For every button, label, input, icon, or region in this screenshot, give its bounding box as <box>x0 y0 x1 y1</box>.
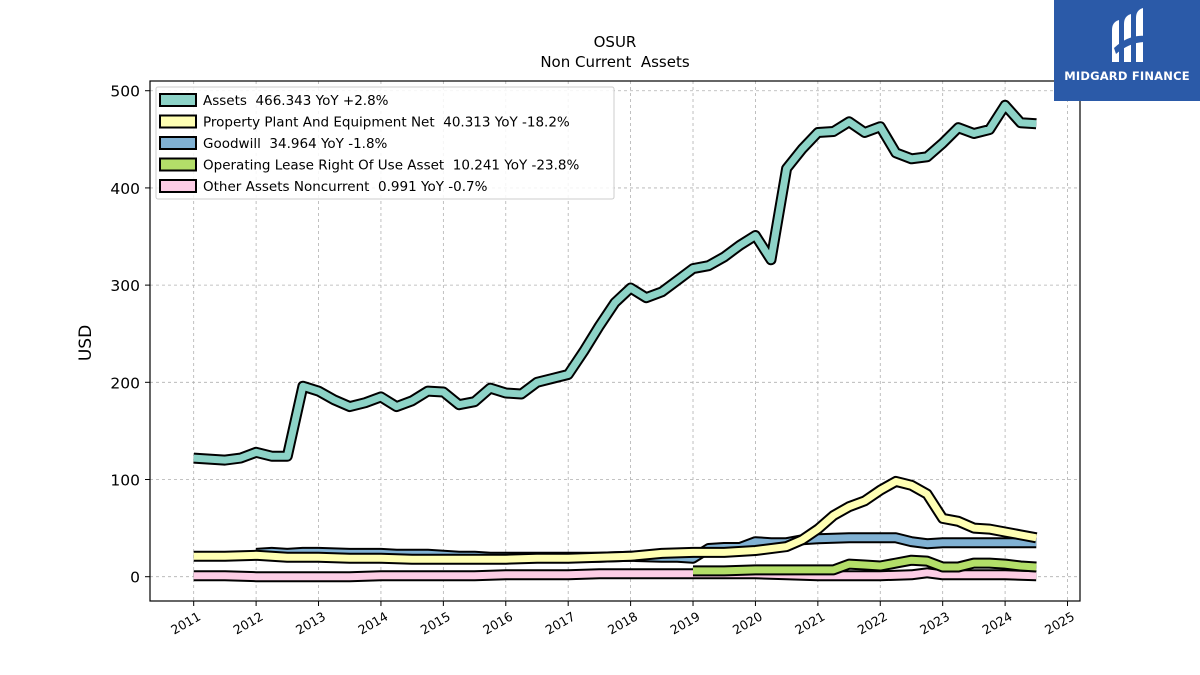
x-tick-label: 2025 <box>1042 609 1077 638</box>
chart-title: OSUR <box>594 33 637 51</box>
x-tick-label: 2014 <box>355 609 390 638</box>
x-tick-label: 2024 <box>980 609 1015 638</box>
x-tick-label: 2018 <box>605 609 640 638</box>
series-line <box>193 569 1037 581</box>
logo-text: MIDGARD FINANCE <box>1064 69 1190 83</box>
x-tick-label: 2022 <box>855 609 890 638</box>
legend-box <box>155 86 615 200</box>
legend-swatch <box>159 136 197 150</box>
x-tick-label: 2013 <box>293 609 328 638</box>
y-tick-label: 200 <box>110 374 140 392</box>
chart-subtitle: Non Current Assets <box>540 53 690 71</box>
series-line <box>693 556 1037 575</box>
x-tick-label: 2017 <box>543 609 578 638</box>
legend-swatch <box>159 114 197 129</box>
legend-swatch <box>159 157 197 172</box>
legend-label: Operating Lease Right Of Use Asset 10.24… <box>203 158 579 174</box>
legend-label: Goodwill 34.964 YoY -1.8% <box>203 136 388 152</box>
x-tick-label: 2023 <box>917 609 952 638</box>
x-tick-label: 2019 <box>667 609 702 638</box>
x-tick-label: 2020 <box>730 609 765 638</box>
y-tick-label: 0 <box>130 569 140 587</box>
y-axis-label: USD <box>76 325 96 361</box>
legend-swatch <box>159 179 197 193</box>
y-tick-label: 400 <box>110 180 140 198</box>
y-tick-label: 500 <box>110 83 140 101</box>
x-tick-label: 2015 <box>418 609 453 638</box>
x-tick-label: 2011 <box>168 609 203 638</box>
y-tick-label: 100 <box>110 472 140 490</box>
legend-swatch <box>159 93 197 107</box>
legend-label: Property Plant And Equipment Net 40.313 … <box>203 115 570 131</box>
y-tick-label: 300 <box>110 277 140 295</box>
series-lines <box>193 99 1038 583</box>
plot-frame <box>149 80 1081 602</box>
midgard-finance-logo: MIDGARD FINANCE <box>1054 0 1200 101</box>
legend: Assets 466.343 YoY +2.8% Property Plant A… <box>155 86 615 200</box>
legend-label: Assets 466.343 YoY +2.8% <box>203 93 389 109</box>
x-tick-label: 2016 <box>480 609 515 638</box>
series-line <box>193 477 1037 563</box>
x-tick-label: 2012 <box>231 609 266 638</box>
x-tick-label: 2021 <box>792 609 827 638</box>
legend-label: Other Assets Noncurrent 0.991 YoY -0.7% <box>203 179 488 195</box>
series-line <box>193 101 1037 464</box>
midgard-logo-icon <box>1112 8 1146 62</box>
